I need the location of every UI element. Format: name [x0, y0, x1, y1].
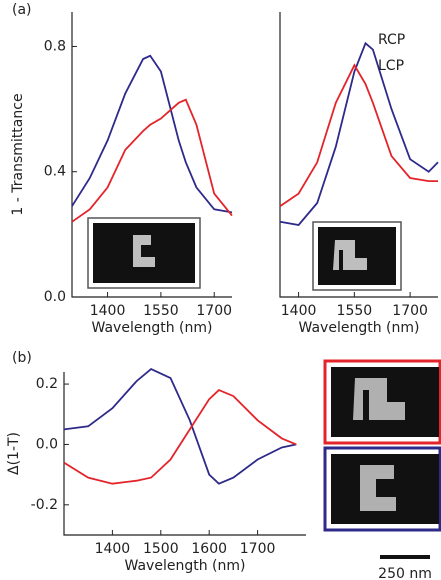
y-axis-label: Δ(1-T)	[6, 432, 22, 475]
y-tick-label: -0.2	[31, 497, 58, 513]
x-tick-label: 1550	[143, 303, 179, 319]
legend-label: RCP	[378, 32, 405, 48]
y-tick-label: 0.4	[44, 164, 66, 180]
sem-image	[331, 454, 439, 524]
x-axis-label: Wavelength (nm)	[92, 320, 213, 336]
y-tick-label: 0.2	[36, 376, 58, 392]
series-line	[279, 41, 439, 226]
series-line	[279, 63, 438, 207]
y-tick-label: 0.0	[36, 436, 58, 452]
sem-shape	[360, 465, 396, 511]
axis	[279, 12, 438, 298]
x-tick-label: 1700	[240, 541, 276, 557]
x-axis-label: Wavelength (nm)	[125, 558, 246, 574]
axis	[63, 372, 306, 536]
series-line	[63, 367, 297, 485]
x-tick-label: 1400	[281, 303, 317, 319]
series-line	[63, 389, 297, 485]
y-tick-label: 0.0	[44, 289, 66, 305]
y-tick-label: 0.8	[44, 38, 66, 54]
series-line	[71, 54, 233, 214]
scale-bar-label: 250 nm	[378, 566, 432, 580]
x-tick-label: 1600	[191, 541, 227, 557]
x-tick-label: 1550	[337, 303, 373, 319]
inset-image	[318, 227, 396, 285]
series-line	[71, 98, 233, 223]
y-axis-label: 1 - Transmittance	[10, 93, 26, 215]
x-tick-label: 1400	[90, 303, 126, 319]
panel-label: (a)	[12, 2, 32, 18]
x-tick-label: 1500	[143, 541, 179, 557]
x-tick-label: 1700	[392, 303, 428, 319]
legend-label: LCP	[378, 58, 404, 74]
sem-shape	[353, 378, 405, 420]
x-axis-label: Wavelength (nm)	[299, 320, 420, 336]
x-tick-label: 1400	[95, 541, 131, 557]
x-tick-label: 1700	[196, 303, 232, 319]
inset-shape	[333, 240, 367, 270]
inset-image	[93, 223, 195, 283]
panel-label: (b)	[12, 350, 32, 366]
inset-shape	[133, 235, 155, 267]
